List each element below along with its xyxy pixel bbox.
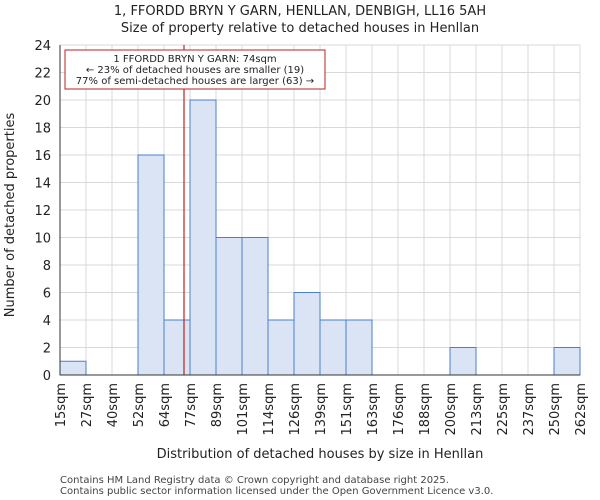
- bar: [553, 347, 581, 376]
- x-tick-label: 77sqm: [184, 383, 199, 427]
- x-tick-label: 262sqm: [574, 383, 589, 436]
- y-axis-label: Number of detached properties: [3, 113, 18, 318]
- x-tick-label: 200sqm: [444, 383, 459, 436]
- x-tick-label: 27sqm: [80, 383, 95, 427]
- x-tick-label: 176sqm: [392, 383, 407, 436]
- y-tick-label: 8: [43, 259, 51, 274]
- bar: [59, 360, 87, 376]
- bar: [215, 237, 243, 376]
- x-tick-label: 15sqm: [54, 383, 69, 427]
- y-tick-label: 24: [34, 39, 51, 54]
- y-tick-label: 14: [34, 177, 51, 192]
- footer-line-1: Contains HM Land Registry data © Crown c…: [60, 475, 449, 486]
- y-tick-label: 10: [34, 232, 51, 247]
- x-tick-label: 250sqm: [548, 383, 563, 436]
- bar: [163, 319, 191, 376]
- annotation-line-3: 77% of semi-detached houses are larger (…: [76, 76, 314, 87]
- y-tick-label: 18: [34, 122, 51, 137]
- y-tick-label: 16: [34, 149, 51, 164]
- annotation-box: 1 FFORDD BRYN Y GARN: 74sqm ← 23% of det…: [64, 49, 326, 90]
- x-tick-label: 139sqm: [314, 383, 329, 436]
- y-tick-label: 20: [34, 94, 51, 109]
- bar: [189, 99, 217, 376]
- bar: [345, 319, 373, 376]
- x-axis-label: Distribution of detached houses by size …: [157, 447, 484, 462]
- x-tick-label: 213sqm: [470, 383, 485, 436]
- y-tick-label: 4: [43, 314, 51, 329]
- bars: [59, 99, 581, 376]
- annotation-frame: [64, 49, 326, 90]
- chart-subtitle: Size of property relative to detached ho…: [121, 21, 479, 36]
- bar: [267, 319, 295, 376]
- y-tick-label: 12: [34, 204, 51, 219]
- x-tick-label: 52sqm: [132, 383, 147, 427]
- x-ticks: 15sqm 27sqm 40sqm 52sqm 64sqm 77sqm 89sqm 101sq…: [54, 383, 589, 436]
- y-tick-label: 2: [43, 342, 51, 357]
- annotation-line-2: ← 23% of detached houses are smaller (19…: [86, 65, 304, 76]
- x-tick-label: 101sqm: [236, 383, 251, 436]
- x-tick-label: 40sqm: [106, 383, 121, 427]
- x-tick-label: 126sqm: [288, 383, 303, 436]
- y-tick-label: 6: [43, 287, 51, 302]
- x-tick-label: 225sqm: [496, 383, 511, 436]
- bar: [241, 237, 269, 376]
- x-tick-label: 237sqm: [522, 383, 537, 436]
- x-tick-label: 64sqm: [158, 383, 173, 427]
- x-tick-label: 89sqm: [210, 383, 225, 427]
- footer-line-2: Contains public sector information licen…: [60, 486, 493, 497]
- x-tick-label: 188sqm: [418, 383, 433, 436]
- bar: [449, 347, 477, 376]
- annotation-line-1: 1 FFORDD BRYN Y GARN: 74sqm: [113, 54, 276, 65]
- x-tick-label: 163sqm: [366, 383, 381, 436]
- y-tick-label: 0: [43, 369, 51, 384]
- bar: [293, 292, 321, 376]
- chart-title: 1, FFORDD BRYN Y GARN, HENLLAN, DENBIGH,…: [114, 4, 486, 19]
- x-tick-label: 151sqm: [340, 383, 355, 436]
- y-tick-label: 22: [34, 67, 51, 82]
- x-tick-label: 114sqm: [262, 383, 277, 436]
- bar: [319, 319, 347, 376]
- bar: [137, 154, 165, 376]
